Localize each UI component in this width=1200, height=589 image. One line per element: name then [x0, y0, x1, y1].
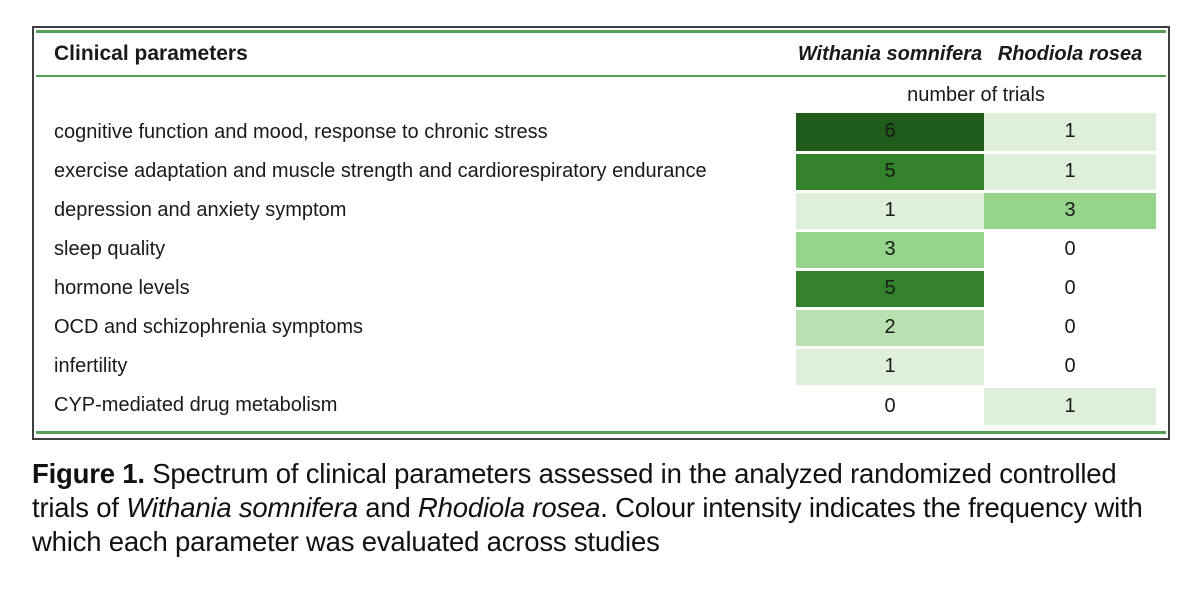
figure-table-box: Clinical parameters Withania somnifera R… — [32, 26, 1170, 440]
table-row: infertility 1 0 — [34, 347, 1156, 388]
row-label: infertility — [34, 347, 796, 386]
caption-text-segment: Withania somnifera — [126, 492, 358, 524]
withania-value-cell: 3 — [796, 230, 984, 271]
table-row: sleep quality 3 0 — [34, 230, 1156, 271]
row-label: cognitive function and mood, response to… — [34, 113, 796, 152]
table-body: cognitive function and mood, response to… — [34, 113, 1156, 425]
caption-text-segment: Rhodiola rosea — [418, 492, 601, 524]
row-label: hormone levels — [34, 269, 796, 308]
row-label: CYP-mediated drug metabolism — [34, 386, 796, 425]
rhodiola-value-cell: 1 — [984, 113, 1156, 154]
subheader-number-of-trials: number of trials — [907, 83, 1045, 106]
withania-value-cell: 5 — [796, 152, 984, 193]
table-row: cognitive function and mood, response to… — [34, 113, 1156, 154]
row-label: OCD and schizophrenia symptoms — [34, 308, 796, 347]
caption-text-segment: Spectrum of clinical parameters assessed… — [32, 458, 1117, 524]
table-header-row: Clinical parameters Withania somnifera R… — [34, 33, 1168, 75]
table-row: CYP-mediated drug metabolism 0 1 — [34, 386, 1156, 425]
withania-value-cell: 6 — [796, 113, 984, 154]
top-green-rule — [36, 30, 1166, 33]
withania-value-cell: 2 — [796, 308, 984, 349]
rhodiola-value-cell: 1 — [984, 386, 1156, 425]
bottom-green-rule — [36, 431, 1166, 434]
figure-caption: Figure 1. Spectrum of clinical parameter… — [32, 457, 1174, 559]
withania-value-cell: 0 — [796, 386, 984, 425]
table-row: exercise adaptation and muscle strength … — [34, 152, 1156, 193]
table-row: depression and anxiety symptom 1 3 — [34, 191, 1156, 232]
row-label: sleep quality — [34, 230, 796, 269]
rhodiola-value-cell: 0 — [984, 347, 1156, 388]
rhodiola-value-cell: 3 — [984, 191, 1156, 232]
clinical-parameters-table: cognitive function and mood, response to… — [34, 113, 1156, 425]
header-green-rule — [36, 75, 1166, 77]
rhodiola-value-cell: 0 — [984, 230, 1156, 271]
caption-text-segment: . Colour intensity indicates the frequen… — [32, 492, 1143, 558]
caption-figure-label: Figure 1. — [32, 458, 145, 489]
rhodiola-value-cell: 0 — [984, 269, 1156, 310]
row-label: depression and anxiety symptom — [34, 191, 796, 230]
withania-value-cell: 1 — [796, 191, 984, 232]
row-label: exercise adaptation and muscle strength … — [34, 152, 796, 191]
rhodiola-value-cell: 1 — [984, 152, 1156, 193]
column-header-withania-somnifera: Withania somnifera — [797, 42, 983, 65]
rhodiola-value-cell: 0 — [984, 308, 1156, 349]
withania-value-cell: 5 — [796, 269, 984, 310]
table-row: OCD and schizophrenia symptoms 2 0 — [34, 308, 1156, 349]
column-header-clinical-parameters: Clinical parameters — [54, 42, 248, 65]
table-row: hormone levels 5 0 — [34, 269, 1156, 310]
withania-value-cell: 1 — [796, 347, 984, 388]
column-header-rhodiola-rosea: Rhodiola rosea — [997, 42, 1143, 65]
subheader-row: number of trials — [34, 77, 1168, 113]
caption-text-segment: and — [357, 492, 418, 524]
